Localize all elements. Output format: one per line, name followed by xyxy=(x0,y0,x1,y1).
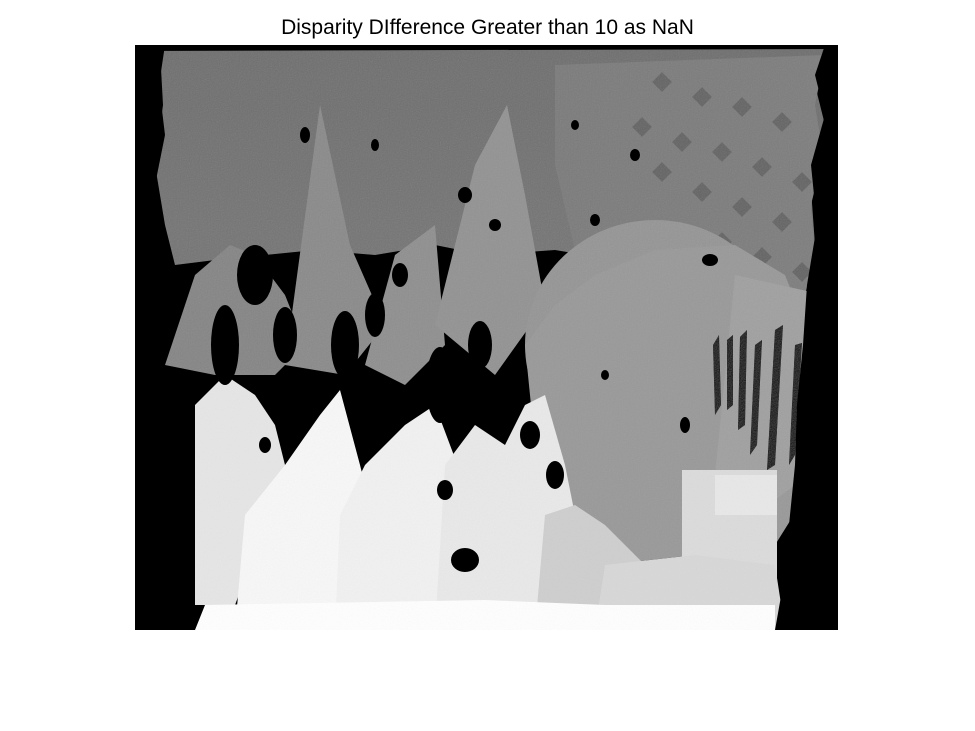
disparity-image-svg xyxy=(135,45,838,630)
nan-border xyxy=(135,45,838,630)
disparity-regions xyxy=(155,48,825,630)
figure-title: Disparity DIfference Greater than 10 as … xyxy=(281,16,694,39)
disparity-image xyxy=(135,45,838,630)
nan-holes xyxy=(211,120,718,572)
